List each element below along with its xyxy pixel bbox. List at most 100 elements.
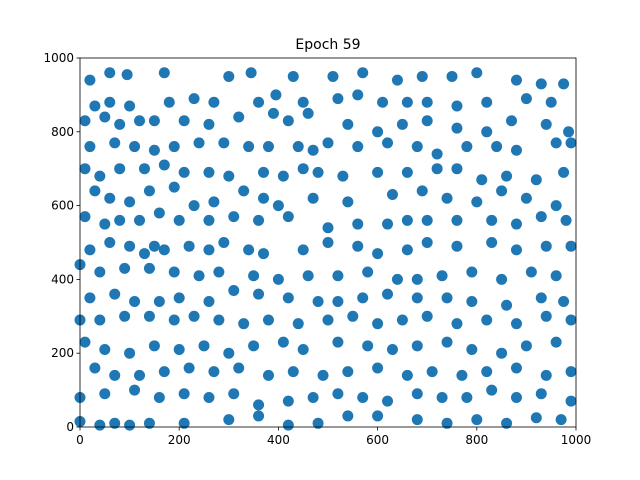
point xyxy=(357,391,369,403)
point xyxy=(352,240,364,252)
point xyxy=(396,118,408,130)
point xyxy=(258,248,270,260)
point xyxy=(411,292,423,304)
point xyxy=(138,163,150,175)
point xyxy=(382,137,394,149)
point xyxy=(94,419,106,431)
point xyxy=(114,163,126,175)
point xyxy=(565,314,577,326)
point xyxy=(322,137,334,149)
point xyxy=(153,207,165,219)
point xyxy=(372,166,384,178)
point xyxy=(228,284,240,296)
point xyxy=(208,96,220,108)
point xyxy=(436,270,448,282)
point xyxy=(129,296,141,308)
point xyxy=(272,200,284,212)
point xyxy=(223,414,235,426)
point xyxy=(143,185,155,197)
point xyxy=(347,310,359,322)
point xyxy=(386,344,398,356)
point xyxy=(342,196,354,208)
point xyxy=(421,96,433,108)
point xyxy=(183,240,195,252)
point xyxy=(401,244,413,256)
point xyxy=(496,185,508,197)
point xyxy=(168,141,180,153)
point xyxy=(104,96,116,108)
point xyxy=(486,237,498,248)
point xyxy=(79,163,91,175)
point xyxy=(451,240,463,252)
y-tick-label: 200 xyxy=(51,346,74,360)
point xyxy=(302,270,314,282)
point xyxy=(109,288,121,300)
point xyxy=(565,395,577,407)
point xyxy=(372,248,384,260)
point xyxy=(510,244,522,256)
point xyxy=(238,185,250,197)
point xyxy=(168,266,180,278)
chart-title: Epoch 59 xyxy=(295,37,360,53)
point xyxy=(386,189,398,201)
point xyxy=(352,89,364,101)
point xyxy=(461,141,473,153)
point xyxy=(188,310,200,322)
point xyxy=(520,192,532,204)
point xyxy=(411,273,423,285)
point xyxy=(99,218,111,230)
point xyxy=(481,314,493,326)
point xyxy=(277,170,289,182)
point xyxy=(496,273,508,285)
point xyxy=(253,96,265,108)
point xyxy=(391,273,403,285)
point xyxy=(558,296,570,308)
point xyxy=(84,292,96,304)
point xyxy=(89,185,101,197)
point xyxy=(332,93,344,105)
point xyxy=(223,70,235,82)
point xyxy=(456,369,468,381)
point xyxy=(168,314,180,326)
point xyxy=(540,310,552,322)
point xyxy=(282,115,294,127)
point xyxy=(372,410,384,422)
point xyxy=(565,240,577,252)
point xyxy=(158,67,170,79)
point xyxy=(550,270,562,282)
y-tick-label: 800 xyxy=(51,125,74,139)
axes-frame xyxy=(79,57,577,428)
point xyxy=(223,170,235,182)
point xyxy=(332,336,344,348)
point xyxy=(540,240,552,252)
point xyxy=(203,166,215,178)
x-tick-label: 1000 xyxy=(561,433,592,447)
point xyxy=(163,96,175,108)
point xyxy=(530,174,542,186)
point xyxy=(84,244,96,256)
point xyxy=(510,391,522,403)
point xyxy=(143,262,155,274)
point xyxy=(563,126,575,138)
point xyxy=(178,417,190,429)
point xyxy=(525,266,537,278)
point xyxy=(401,369,413,381)
point xyxy=(391,74,403,86)
point xyxy=(545,96,557,108)
point xyxy=(421,310,433,322)
point xyxy=(228,388,240,400)
point xyxy=(451,163,463,175)
y-tick-label: 1000 xyxy=(43,51,74,65)
point xyxy=(426,366,438,378)
point xyxy=(481,96,493,108)
point xyxy=(451,214,463,226)
point xyxy=(262,314,274,326)
point xyxy=(312,417,324,429)
point xyxy=(203,118,215,130)
point xyxy=(218,237,230,248)
point xyxy=(421,115,433,127)
point xyxy=(282,211,294,223)
point xyxy=(228,211,240,223)
point xyxy=(158,159,170,171)
point xyxy=(208,196,220,208)
